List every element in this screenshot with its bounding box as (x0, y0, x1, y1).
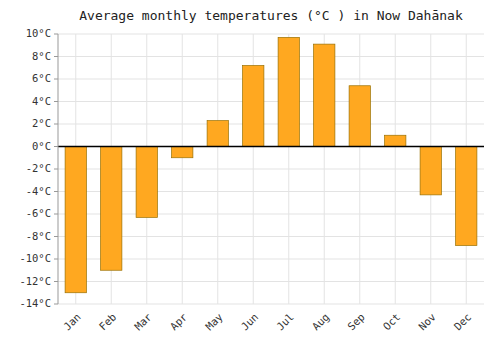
x-axis: Jan Feb Mar Apr May Jun Jul Aug Sep Oct Nov Dec (61, 311, 473, 333)
y-grid-line (58, 34, 484, 35)
chart-container: -14°C -12°C -10°C -8°C -6°C -4°C -2°C 0°C 2°C 4°C… (0, 0, 500, 350)
y-tick (54, 214, 58, 215)
x-tick-label: Dec (451, 311, 473, 333)
y-tick-label: 0°C (32, 140, 51, 152)
x-tick-label: Mar (132, 311, 154, 333)
x-grid-line (359, 34, 360, 304)
bar (207, 121, 228, 147)
y-grid-line (58, 56, 484, 57)
y-tick-label: 8°C (32, 50, 51, 62)
bar (101, 147, 122, 271)
y-axis: -14°C -12°C -10°C -8°C -6°C -4°C -2°C 0°C 2°C 4°C… (19, 27, 58, 309)
y-tick-label: -12°C (19, 275, 51, 287)
y-tick-label: -2°C (26, 162, 51, 174)
x-tick-label: Nov (416, 311, 438, 333)
y-tick (54, 304, 58, 305)
bar (385, 135, 406, 146)
y-grid-line (58, 124, 484, 125)
bars (65, 37, 477, 292)
bar (349, 86, 370, 147)
x-tick-label: Apr (167, 311, 189, 333)
y-grid-line (58, 304, 484, 305)
bar (278, 37, 299, 146)
y-grid-line (58, 101, 484, 102)
title: Average monthly temperatures (°C ) in No… (79, 8, 463, 23)
y-tick-label: -4°C (26, 185, 51, 197)
y-grid-line (58, 281, 484, 282)
y-tick (54, 281, 58, 282)
y-tick-label: -14°C (19, 297, 51, 309)
y-tick (54, 124, 58, 125)
y-tick (54, 56, 58, 57)
x-tick-label: Sep (345, 311, 367, 333)
bar (420, 147, 441, 195)
x-tick-label: Jun (238, 311, 260, 333)
y-tick (54, 34, 58, 35)
x-grid-line (182, 34, 183, 304)
chart: -14°C -12°C -10°C -8°C -6°C -4°C -2°C 0°C 2°C 4°C… (0, 0, 500, 350)
bar (136, 147, 157, 218)
y-grid-line (58, 146, 484, 147)
y-tick-label: 4°C (32, 95, 51, 107)
bar (243, 66, 264, 147)
x-tick-label: May (203, 311, 225, 333)
x-grid-line (395, 34, 396, 304)
y-tick (54, 79, 58, 80)
bar (65, 147, 86, 293)
x-grid-line (217, 34, 218, 304)
grid (58, 34, 484, 304)
x-tick-label: Oct (380, 311, 402, 333)
y-tick-label: 10°C (26, 27, 51, 39)
y-grid-line (58, 79, 484, 80)
y-tick-label: -6°C (26, 207, 51, 219)
y-tick-label: -10°C (19, 252, 51, 264)
y-tick (54, 191, 58, 192)
baseline (58, 146, 484, 148)
y-tick-label: -8°C (26, 230, 51, 242)
y-tick (54, 146, 58, 147)
bar (456, 147, 477, 246)
y-tick (54, 101, 58, 102)
y-tick (54, 169, 58, 170)
y-tick (54, 236, 58, 237)
y-tick-label: 6°C (32, 72, 51, 84)
x-tick-label: Jul (274, 311, 296, 333)
bar (172, 147, 193, 158)
y-tick (54, 259, 58, 260)
x-tick-label: Aug (309, 311, 331, 333)
x-tick-label: Feb (96, 311, 118, 333)
x-tick-label: Jan (61, 311, 83, 333)
y-tick-label: 2°C (32, 117, 51, 129)
bar (314, 44, 335, 146)
